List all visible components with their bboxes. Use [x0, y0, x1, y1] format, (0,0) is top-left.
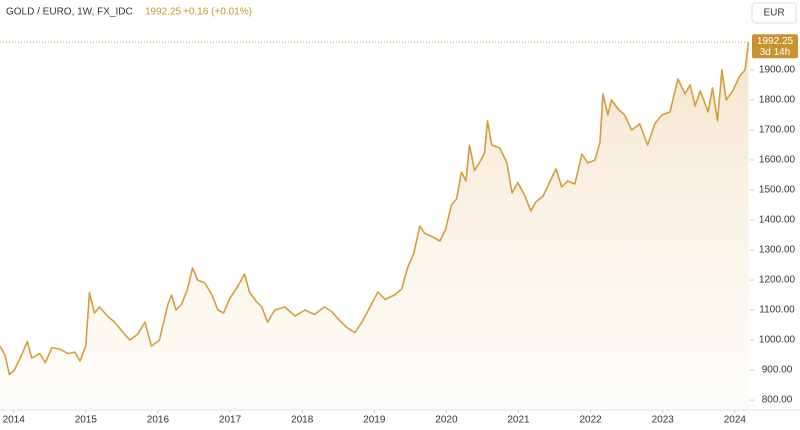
y-tick-label: 1200.00	[759, 275, 796, 286]
y-tick-label: 800.00	[762, 395, 793, 406]
price-tag-value: 1992.25	[757, 36, 794, 47]
y-tick-label: 1300.00	[759, 245, 796, 256]
chart-title: GOLD / EURO, 1W, FX_IDC	[6, 7, 133, 18]
price-tag-countdown: 3d 14h	[760, 47, 791, 58]
x-tick-label: 2024	[724, 415, 747, 426]
price-line	[0, 42, 750, 376]
y-tick-label: 1500.00	[759, 185, 796, 196]
area-fill	[0, 42, 749, 410]
last-price: 1992.25	[145, 7, 182, 18]
y-tick-label: 1400.00	[759, 215, 796, 226]
x-tick-label: 2014	[3, 415, 26, 426]
y-tick-label: 900.00	[762, 365, 793, 376]
currency-label[interactable]: EUR	[763, 8, 784, 19]
x-tick-label: 2019	[363, 415, 386, 426]
price-tag	[752, 34, 798, 59]
x-tick-label: 2020	[435, 415, 458, 426]
plot-area	[0, 42, 800, 411]
y-tick-label: 1900.00	[759, 65, 796, 76]
x-tick-label: 2023	[652, 415, 675, 426]
x-tick-label: 2022	[580, 415, 603, 426]
x-tick-label: 2016	[147, 415, 170, 426]
x-tick-label: 2015	[75, 415, 98, 426]
currency-button[interactable]	[751, 2, 797, 24]
x-tick-label: 2021	[507, 415, 530, 426]
y-tick-label: 1700.00	[759, 125, 796, 136]
y-tick-label: 1100.00	[759, 305, 795, 316]
y-tick-label: 1800.00	[759, 95, 796, 106]
y-tick-label: 1600.00	[759, 155, 796, 166]
x-tick-label: 2018	[291, 415, 314, 426]
y-tick-label: 1000.00	[759, 335, 796, 346]
x-tick-label: 2017	[219, 415, 242, 426]
price-change: +0.16 (+0.01%)	[183, 7, 252, 18]
